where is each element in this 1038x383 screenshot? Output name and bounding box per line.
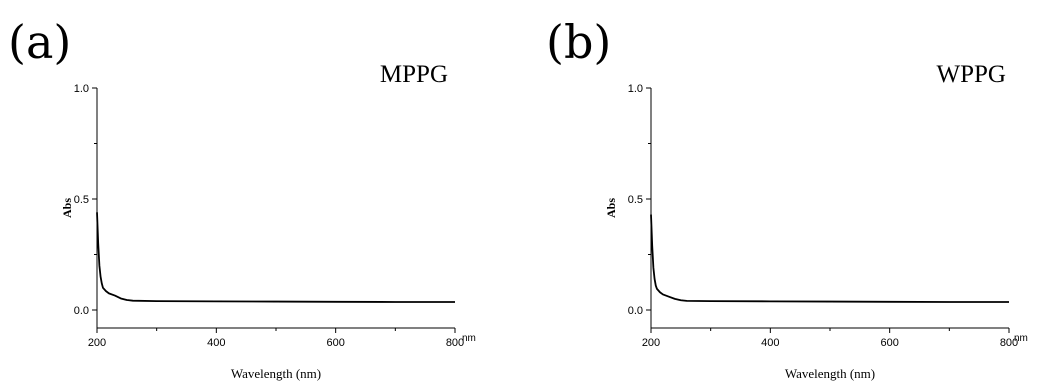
plot-marks: 0.0 0.5 1.0 200 400 600 800 [74,83,464,349]
x-tick-label: 600 [880,337,898,349]
panel-label: (b) [546,15,611,69]
x-tick-label: 800 [446,337,464,349]
chart-panel-a: (a) MPPG Abs Wavelength (nm) nm 0.0 0.5 1.… [8,15,476,381]
x-tick-label: 400 [207,337,225,349]
y-tick-label: 1.0 [74,83,89,95]
x-unit-label: nm [462,333,476,344]
y-axis-label: Abs [604,198,618,218]
y-axis-label: Abs [60,198,74,218]
series-line [650,214,1009,303]
panel-label: (a) [8,15,71,69]
x-axis-label: Wavelength (nm) [785,366,875,381]
y-tick-label: 1.0 [628,83,643,95]
x-axis-label: Wavelength (nm) [231,366,321,381]
chart-title: MPPG [380,61,448,88]
chart-title: WPPG [937,61,1006,88]
x-tick-label: 200 [88,337,106,349]
plot-marks: 0.0 0.5 1.0 200 400 600 800 [628,83,1018,349]
x-tick-label: 600 [326,337,344,349]
y-tick-label: 0.0 [74,305,89,317]
x-tick-label: 400 [761,337,779,349]
x-tick-label: 200 [642,337,660,349]
series-line [96,212,455,303]
x-tick-label: 800 [1000,337,1018,349]
chart-panel-b: (b) WPPG Abs Wavelength (nm) nm 0.0 0.5 1.… [546,15,1028,381]
y-tick-label: 0.0 [628,305,643,317]
x-unit-label: nm [1014,333,1028,344]
y-tick-label: 0.5 [74,194,89,206]
y-tick-label: 0.5 [628,194,643,206]
